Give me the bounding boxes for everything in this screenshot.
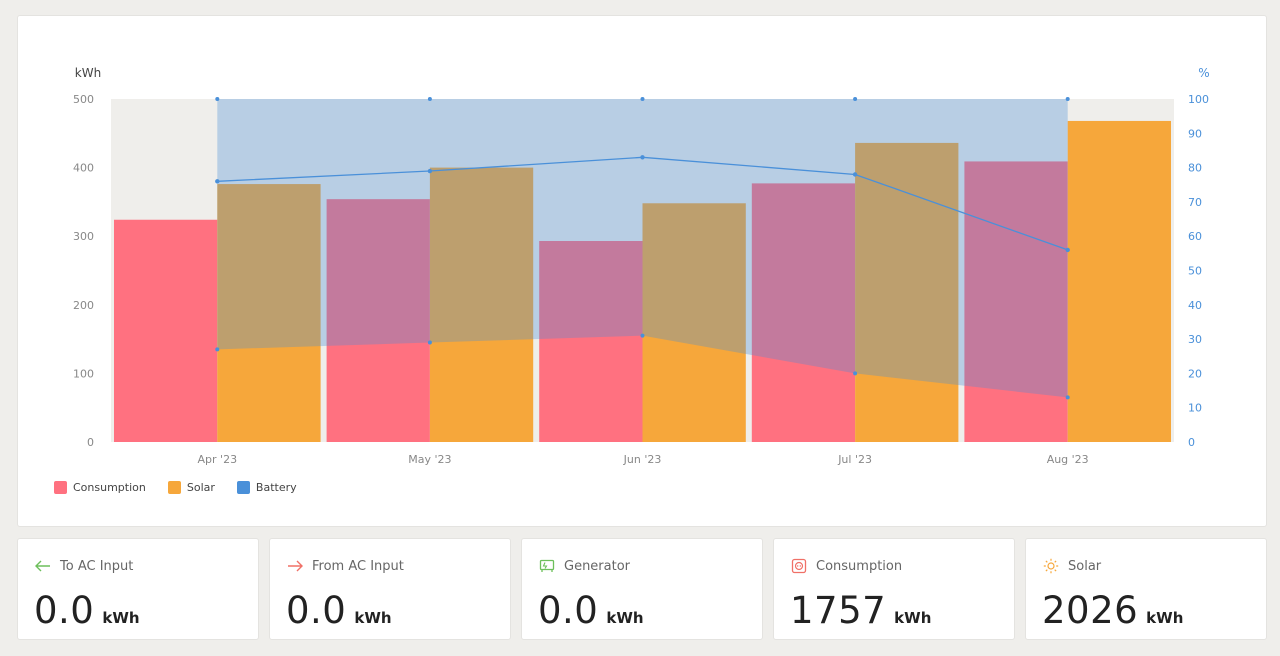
y-left-tick: 400 [73, 162, 94, 175]
consumption-bar [964, 161, 1068, 442]
stat-card-from-ac-input: From AC Input 0.0 kWh [269, 538, 511, 640]
stat-value: 0.0 [538, 589, 599, 632]
stat-card-to-ac-input: To AC Input 0.0 kWh [17, 538, 259, 640]
plug-icon [790, 557, 808, 575]
y-left-tick: 200 [73, 299, 94, 312]
stat-value: 0.0 [286, 589, 347, 632]
x-tick-label: Apr '23 [198, 453, 238, 466]
stat-label: From AC Input [312, 558, 404, 574]
consumption-bar [114, 219, 218, 442]
stat-unit: kWh [894, 609, 932, 627]
y-right-tick: 90 [1188, 127, 1202, 140]
x-tick-label: Jul '23 [837, 453, 872, 466]
stat-unit: kWh [354, 609, 392, 627]
y-right-tick: 0 [1188, 436, 1195, 449]
stat-card-solar: Solar 2026 kWh [1025, 538, 1267, 640]
y-right-tick: 20 [1188, 367, 1202, 380]
stat-card-generator: Generator 0.0 kWh [521, 538, 763, 640]
consumption-bar [326, 199, 430, 442]
battery-min-point [853, 371, 858, 376]
battery-max-point [427, 97, 432, 101]
y-left-tick: 300 [73, 230, 94, 243]
battery-mean-point [640, 155, 645, 160]
arrow-left-icon [34, 557, 52, 575]
y-right-tick: 50 [1188, 265, 1202, 278]
legend-item-solar[interactable]: Solar [167, 481, 215, 494]
battery-max-point [215, 97, 220, 101]
x-tick-label: Aug '23 [1047, 453, 1089, 466]
y-left-tick: 100 [73, 367, 94, 380]
stat-value: 0.0 [34, 589, 95, 632]
y-right-tick: 40 [1188, 299, 1202, 312]
battery-mean-point [427, 168, 433, 174]
legend-swatch-solar [167, 481, 181, 494]
chart-card: kWh% 0 100 200 300 400 500 0 10 20 30 40 50 60 70 80 90 1… [17, 15, 1267, 527]
y-left-unit: kWh [75, 66, 101, 80]
x-tick-label: May '23 [408, 453, 451, 466]
battery-mean-point [852, 172, 858, 177]
consumption-bar [751, 183, 856, 443]
y-right-tick: 30 [1188, 333, 1202, 346]
x-tick-label: Jun '23 [623, 453, 662, 466]
y-right-tick: 100 [1188, 93, 1209, 106]
stat-value: 1757 [790, 589, 887, 632]
solar-bar [429, 167, 534, 442]
battery-min-point [215, 347, 220, 352]
y-right-tick: 60 [1188, 230, 1202, 243]
legend-swatch-battery [236, 481, 250, 494]
legend-label: Consumption [73, 481, 146, 494]
stat-card-consumption: Consumption 1757 kWh [773, 538, 1015, 640]
solar-bar [642, 203, 746, 442]
stat-label: Consumption [816, 558, 903, 574]
legend-label: Solar [186, 481, 215, 494]
chart-legend: Consumption Solar Battery [54, 481, 319, 494]
stat-label: Generator [564, 558, 631, 574]
battery-max-point [640, 97, 645, 101]
legend-swatch-consumption [54, 481, 67, 494]
battery-max-point [1065, 97, 1070, 101]
stat-unit: kWh [606, 609, 644, 627]
y-right-tick: 10 [1188, 402, 1202, 415]
solar-bar [1067, 120, 1171, 443]
y-right-tick: 70 [1188, 196, 1202, 209]
y-left-tick: 500 [73, 93, 94, 106]
y-left-tick: 0 [87, 436, 94, 449]
y-right-unit: % [1198, 66, 1209, 80]
energy-chart[interactable]: kWh % 0 100 200 300 400 500 0 10 20 30 40 50 60 70 80 90 1… [18, 16, 1268, 528]
battery-max-point [853, 97, 858, 101]
sun-icon [1042, 557, 1060, 575]
generator-icon [538, 557, 556, 575]
battery-mean-point [1065, 247, 1070, 253]
stat-value: 2026 [1042, 589, 1139, 632]
solar-bar [217, 184, 321, 442]
legend-item-battery[interactable]: Battery [236, 481, 297, 494]
legend-item-consumption[interactable]: Consumption [54, 481, 146, 494]
consumption-bar [539, 241, 643, 442]
battery-mean-point [215, 179, 220, 184]
battery-min-point [427, 340, 432, 345]
stat-label: Solar [1068, 558, 1102, 574]
legend-label: Battery [255, 481, 297, 494]
battery-min-point [640, 333, 645, 338]
arrow-right-icon [286, 557, 304, 575]
stat-unit: kWh [1146, 609, 1184, 627]
stat-label: To AC Input [60, 558, 134, 574]
y-right-tick: 80 [1188, 162, 1202, 175]
battery-min-point [1065, 395, 1070, 400]
stat-unit: kWh [102, 609, 140, 627]
